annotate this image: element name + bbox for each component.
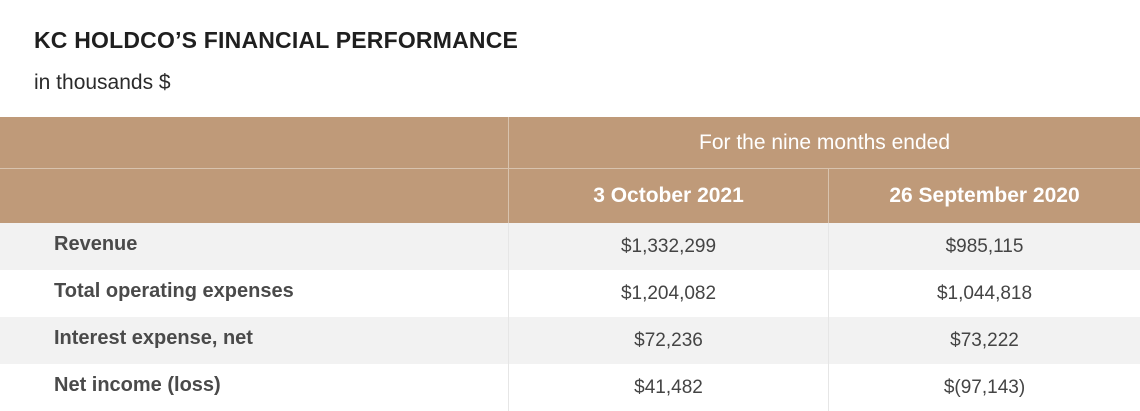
financial-table: For the nine months ended 3 October 2021… — [0, 117, 1140, 411]
table-row: Net income (loss) $41,482 $(97,143) — [0, 364, 1140, 411]
table-row: Interest expense, net $72,236 $73,222 — [0, 317, 1140, 364]
page-title: KC HOLDCO’S FINANCIAL PERFORMANCE — [34, 27, 519, 53]
row-label: Total operating expenses — [54, 280, 294, 302]
cell-value: $1,204,082 — [508, 270, 828, 317]
cell-value: $1,044,818 — [828, 270, 1140, 317]
column-header-2021: 3 October 2021 — [508, 169, 828, 223]
table-row: Total operating expenses $1,204,082 $1,0… — [0, 270, 1140, 317]
cell-value: $73,222 — [828, 317, 1140, 364]
table-row: Revenue $1,332,299 $985,115 — [0, 223, 1140, 270]
cell-value: $985,115 — [828, 223, 1140, 270]
row-label: Revenue — [54, 233, 138, 255]
page-subtitle: in thousands $ — [34, 71, 171, 94]
cell-value: $41,482 — [508, 364, 828, 411]
group-header: For the nine months ended — [508, 117, 1140, 168]
row-label: Interest expense, net — [54, 327, 253, 349]
cell-value: $72,236 — [508, 317, 828, 364]
column-header-2020: 26 September 2020 — [828, 169, 1140, 223]
cell-value: $1,332,299 — [508, 223, 828, 270]
cell-value: $(97,143) — [828, 364, 1140, 411]
header-empty-cell — [0, 117, 508, 168]
table-header-group-row: For the nine months ended — [0, 117, 1140, 168]
row-label: Net income (loss) — [54, 374, 221, 396]
header-empty-cell — [0, 169, 508, 223]
table-header-row: 3 October 2021 26 September 2020 — [0, 168, 1140, 223]
